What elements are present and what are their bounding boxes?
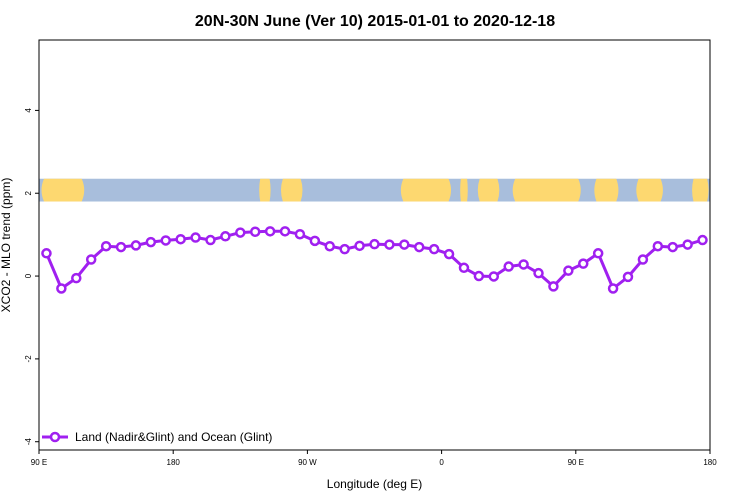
data-point [160, 235, 171, 246]
data-point [652, 240, 664, 252]
land-segment-1 [259, 178, 271, 202]
data-point [473, 270, 485, 282]
x-axis: 90 E 180 90 W 0 90 E 180 [31, 450, 717, 467]
land-segment-9 [692, 178, 709, 202]
x-tick-label-4: 90 E [568, 458, 584, 467]
data-point [175, 233, 186, 245]
data-point [264, 226, 276, 237]
data-point [354, 240, 365, 252]
data-point [592, 248, 604, 259]
data-point [563, 265, 574, 276]
data-point [115, 241, 127, 253]
land-segment-3 [400, 178, 452, 202]
land-segment-0 [41, 178, 85, 202]
data-point [667, 241, 678, 253]
legend: Land (Nadir&Glint) and Ocean (Glint) [42, 430, 272, 444]
data-point [682, 239, 693, 250]
x-tick-label-5: 180 [703, 458, 717, 467]
data-point [443, 248, 455, 260]
x-tick-label-2: 90 W [298, 458, 317, 467]
x-tick-label-1: 180 [167, 458, 181, 467]
data-point [413, 241, 425, 253]
data-point [235, 227, 246, 238]
data-point [190, 232, 201, 243]
land-segment-4 [460, 178, 468, 202]
x-tick-label-0: 90 E [31, 458, 47, 467]
data-point [369, 238, 380, 250]
plot-frame [38, 39, 711, 451]
series-layer [41, 226, 708, 294]
data-point [100, 240, 112, 252]
y-axis: -4 -2 0 2 4 [24, 108, 39, 446]
y-axis-label: XCO2 - MLO trend (ppm) [0, 178, 13, 313]
data-point [622, 271, 634, 283]
data-point [130, 240, 142, 251]
y-tick-label-0: -4 [24, 438, 33, 446]
data-point [309, 235, 321, 247]
land-segment-5 [477, 178, 500, 202]
data-point [41, 248, 52, 259]
land-segment-2 [280, 178, 303, 202]
land-segment-7 [594, 178, 619, 202]
data-point [533, 267, 544, 279]
data-point [56, 283, 67, 294]
data-point [220, 231, 231, 242]
data-point [205, 234, 216, 246]
y-tick-label-4: 4 [24, 108, 33, 113]
y-tick-label-3: 2 [24, 190, 33, 195]
data-point [518, 259, 529, 270]
data-point [145, 236, 157, 248]
land-segment-6 [512, 178, 581, 202]
land-segment-8 [636, 178, 663, 202]
data-point [279, 226, 291, 237]
data-point [607, 283, 619, 294]
data-point [339, 243, 350, 255]
data-point [428, 243, 440, 255]
data-point [249, 226, 261, 237]
chart-title: 20N-30N June (Ver 10) 2015-01-01 to 2020… [195, 13, 555, 30]
y-tick-label-2: 0 [24, 273, 33, 278]
legend-marker-swatch [49, 431, 61, 443]
data-point [324, 240, 336, 252]
data-point [294, 228, 306, 240]
x-axis-label: Longitude (deg E) [327, 477, 422, 491]
data-point [488, 271, 500, 282]
data-point [384, 239, 395, 250]
data-point [578, 258, 589, 269]
data-point [637, 254, 649, 265]
data-point [399, 239, 410, 250]
data-point [458, 262, 470, 274]
data-point [548, 281, 559, 292]
world-map-strip [39, 178, 710, 202]
data-point [503, 261, 514, 272]
data-point [85, 254, 97, 265]
legend-label: Land (Nadir&Glint) and Ocean (Glint) [75, 430, 272, 444]
data-point [697, 234, 708, 246]
x-tick-label-3: 0 [439, 458, 444, 467]
y-tick-label-1: -2 [24, 355, 33, 363]
data-point [71, 272, 82, 284]
